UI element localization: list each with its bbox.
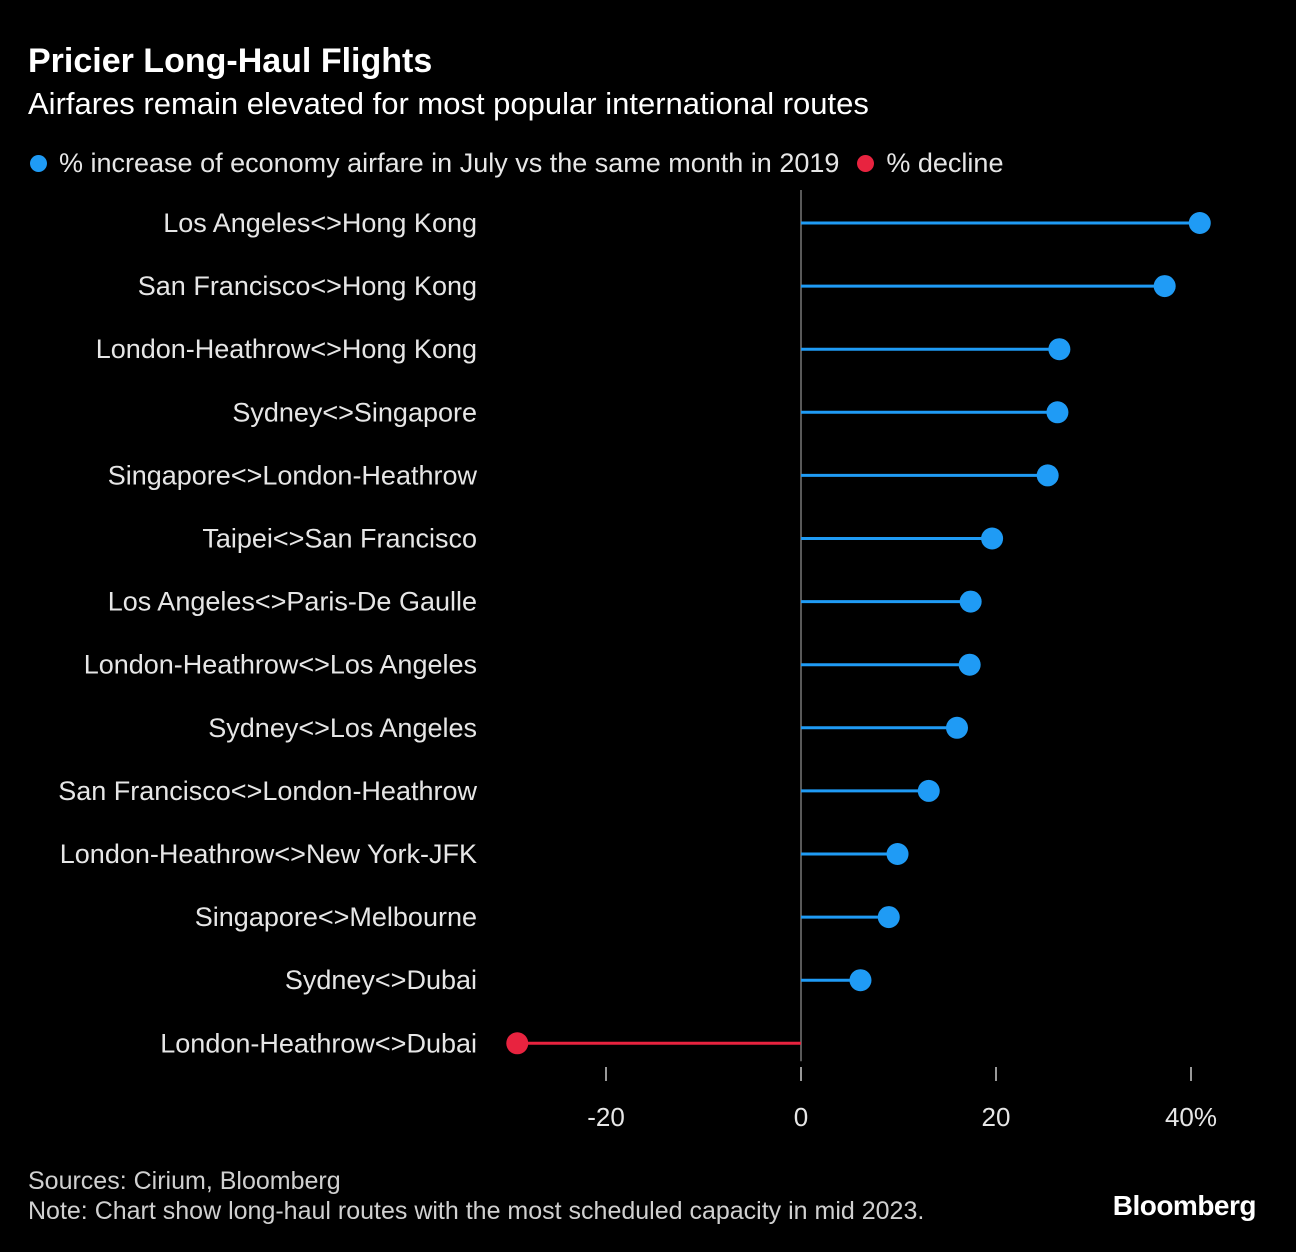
lollipop-point: [958, 653, 981, 676]
x-tick-label: 40%: [1165, 1102, 1217, 1132]
bloomberg-logo: Bloomberg: [1112, 1190, 1257, 1221]
sources-text: Sources: Cirium, Bloomberg: [28, 1167, 341, 1195]
category-label: San Francisco<>London-Heathrow: [58, 776, 477, 806]
lollipop-point: [917, 779, 940, 802]
legend-dot-increase: [30, 155, 47, 172]
lollipop-point: [1153, 275, 1176, 298]
note-text: Note: Chart show long-haul routes with t…: [28, 1197, 925, 1225]
lollipop-point: [1188, 212, 1211, 234]
lollipop-point: [1046, 401, 1069, 424]
chart-subtitle: Airfares remain elevated for most popula…: [28, 86, 869, 121]
category-label: London-Heathrow<>Hong Kong: [96, 334, 477, 364]
legend-label-increase: % increase of economy airfare in July vs…: [59, 148, 840, 178]
category-label: San Francisco<>Hong Kong: [138, 271, 477, 301]
legend-item-decline: % decline: [857, 148, 1003, 179]
lollipop-point: [1036, 464, 1059, 487]
category-label: London-Heathrow<>New York-JFK: [60, 839, 477, 869]
lollipop-point: [981, 527, 1004, 550]
category-label: Singapore<>Melbourne: [195, 902, 477, 932]
lollipop-point: [849, 969, 872, 992]
x-tick-label: -20: [587, 1102, 625, 1132]
category-label: Sydney<>Dubai: [285, 965, 477, 995]
chart-title: Pricier Long-Haul Flights: [28, 42, 433, 80]
category-label: Los Angeles<>Hong Kong: [163, 208, 477, 238]
category-label: Sydney<>Singapore: [232, 397, 477, 427]
lollipop-point: [1048, 338, 1071, 361]
lollipop-point: [959, 590, 982, 613]
x-tick-label: 20: [982, 1102, 1011, 1132]
legend-label-decline: % decline: [886, 148, 1004, 178]
category-label: London-Heathrow<>Dubai: [160, 1028, 477, 1058]
legend: % increase of economy airfare in July vs…: [30, 148, 1021, 179]
category-label: Taipei<>San Francisco: [202, 524, 477, 554]
legend-dot-decline: [857, 155, 875, 172]
lollipop-point: [506, 1032, 529, 1055]
lollipop-point: [877, 906, 900, 929]
category-label: Sydney<>Los Angeles: [208, 713, 477, 743]
x-tick-label: 0: [794, 1102, 808, 1132]
legend-item-increase: % increase of economy airfare in July vs…: [30, 148, 839, 179]
lollipop-point: [886, 843, 909, 865]
category-label: Los Angeles<>Paris-De Gaulle: [108, 587, 477, 617]
footer-notes: Sources: Cirium, Bloomberg Note: Chart s…: [28, 1166, 924, 1226]
category-label: London-Heathrow<>Los Angeles: [84, 650, 477, 680]
lollipop-point: [946, 716, 968, 739]
category-label: Singapore<>London-Heathrow: [108, 460, 478, 490]
